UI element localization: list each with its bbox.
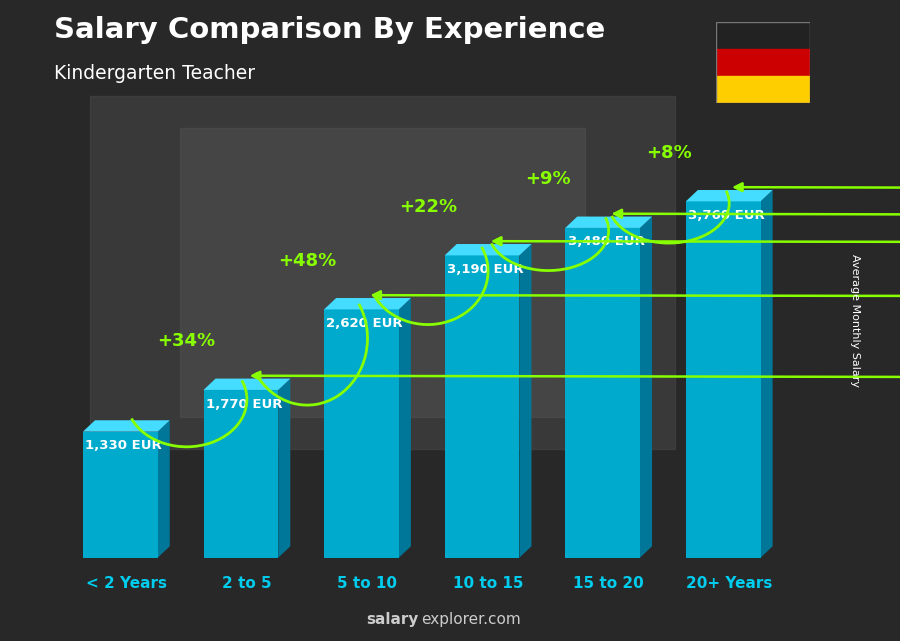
Bar	[180, 128, 585, 417]
Text: 2 to 5: 2 to 5	[222, 576, 272, 590]
Text: 1,770 EUR: 1,770 EUR	[206, 397, 283, 410]
Text: 1,330 EUR: 1,330 EUR	[86, 439, 162, 452]
Polygon shape	[640, 217, 652, 558]
Text: +9%: +9%	[526, 170, 572, 188]
Polygon shape	[686, 190, 772, 201]
Bar	[716, 76, 810, 103]
Polygon shape	[203, 379, 291, 390]
Text: 10 to 15: 10 to 15	[453, 576, 523, 590]
Bar	[716, 49, 810, 76]
Text: +8%: +8%	[646, 144, 692, 162]
Text: Average Monthly Salary: Average Monthly Salary	[850, 254, 860, 387]
Bar	[83, 431, 158, 558]
Text: +34%: +34%	[158, 332, 216, 350]
Text: 20+ Years: 20+ Years	[686, 576, 772, 590]
Text: explorer.com: explorer.com	[421, 612, 521, 627]
Polygon shape	[399, 298, 411, 558]
Polygon shape	[83, 420, 170, 431]
Polygon shape	[278, 379, 291, 558]
Bar	[324, 310, 399, 558]
Bar	[445, 255, 519, 558]
Bar	[716, 22, 810, 49]
Bar	[565, 228, 640, 558]
Bar	[90, 96, 675, 449]
Text: 3,760 EUR: 3,760 EUR	[688, 209, 765, 222]
Polygon shape	[324, 298, 411, 310]
Text: +48%: +48%	[278, 252, 337, 270]
Text: salary: salary	[366, 612, 418, 627]
Bar	[686, 201, 760, 558]
Polygon shape	[158, 420, 170, 558]
Polygon shape	[445, 244, 532, 255]
Text: 5 to 10: 5 to 10	[338, 576, 398, 590]
Bar	[203, 390, 278, 558]
Text: 3,190 EUR: 3,190 EUR	[447, 263, 524, 276]
Text: +22%: +22%	[399, 197, 457, 215]
Text: Salary Comparison By Experience: Salary Comparison By Experience	[54, 16, 605, 44]
Text: 2,620 EUR: 2,620 EUR	[327, 317, 403, 330]
Polygon shape	[565, 217, 652, 228]
Text: Kindergarten Teacher: Kindergarten Teacher	[54, 64, 255, 83]
Polygon shape	[760, 190, 772, 558]
Text: 3,480 EUR: 3,480 EUR	[568, 235, 644, 249]
Polygon shape	[519, 244, 532, 558]
Text: < 2 Years: < 2 Years	[86, 576, 166, 590]
Text: 15 to 20: 15 to 20	[573, 576, 644, 590]
